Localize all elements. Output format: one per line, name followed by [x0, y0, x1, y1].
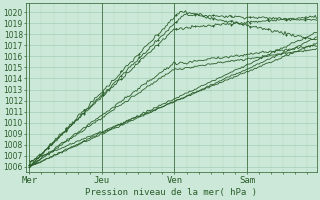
- X-axis label: Pression niveau de la mer( hPa ): Pression niveau de la mer( hPa ): [85, 188, 257, 197]
